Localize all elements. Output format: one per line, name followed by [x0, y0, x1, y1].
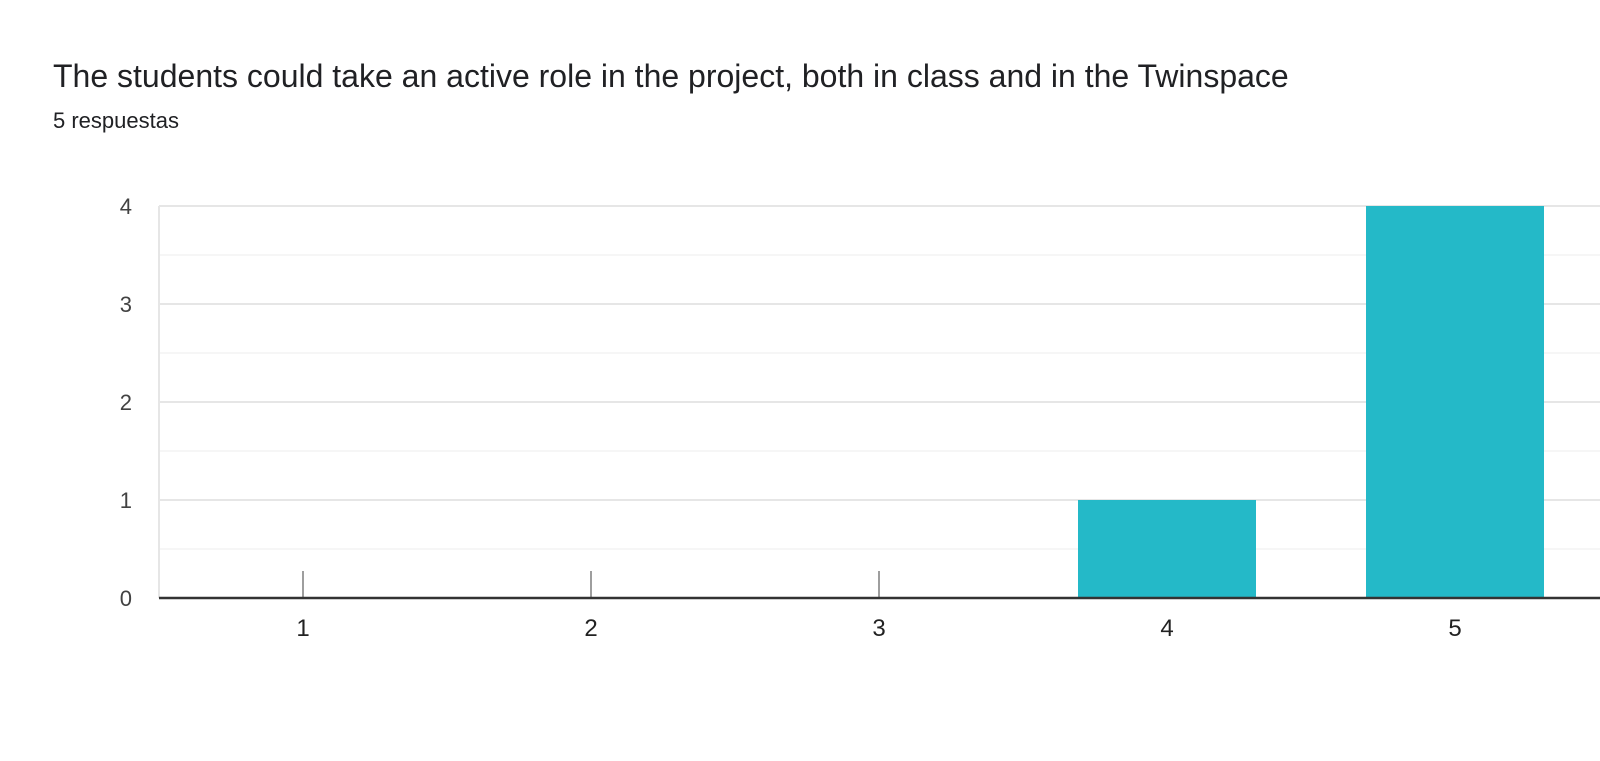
y-tick-label: 0: [120, 586, 132, 611]
x-tick-label: 2: [584, 615, 597, 642]
y-tick-label: 1: [120, 488, 132, 513]
response-count: 5 respuestas: [53, 108, 179, 133]
x-tick-label: 1: [296, 615, 309, 642]
y-tick-label: 4: [120, 194, 132, 219]
bars: [302, 206, 1544, 598]
x-tick-label: 4: [1160, 615, 1173, 642]
bar-5: [1366, 206, 1544, 598]
axis-labels: 0 1 2 3 4 1 2 3 4 5: [120, 194, 1462, 642]
y-tick-label: 3: [120, 292, 132, 317]
chart-title: The students could take an active role i…: [53, 58, 1289, 94]
x-tick-label: 5: [1448, 615, 1461, 642]
x-tick-label: 3: [872, 615, 885, 642]
grid-lines: [158, 205, 1600, 598]
bar-4: [1078, 500, 1256, 598]
y-tick-label: 2: [120, 390, 132, 415]
